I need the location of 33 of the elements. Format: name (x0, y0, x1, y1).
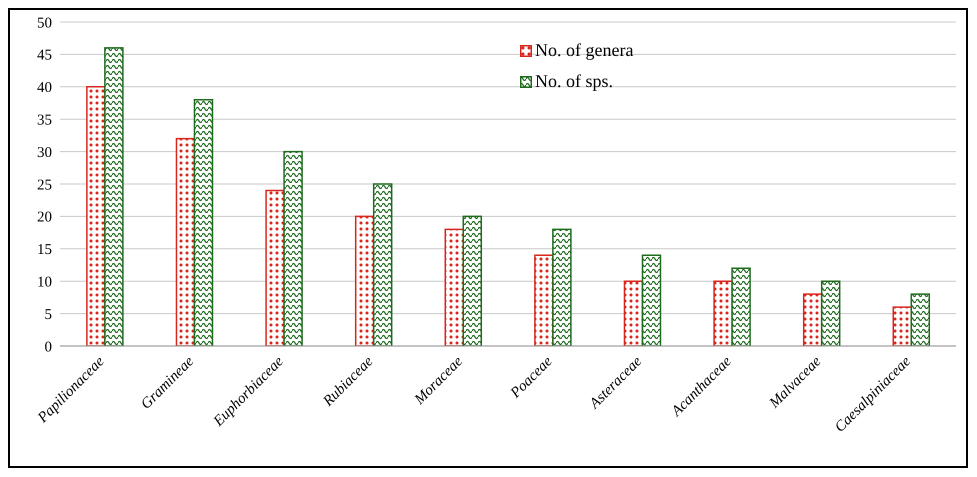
bar (104, 47, 124, 346)
y-tick-label: 25 (37, 177, 52, 194)
legend-label: No. of genera (535, 40, 634, 61)
bar (283, 150, 303, 346)
bar (642, 254, 662, 346)
bar (462, 216, 482, 346)
y-tick-label: 20 (37, 210, 52, 226)
y-tick-label: 5 (44, 306, 52, 323)
bar (444, 228, 464, 346)
bar (354, 216, 374, 346)
bar (802, 293, 822, 346)
y-tick-label: 45 (37, 48, 52, 64)
bar (892, 306, 912, 346)
bar (265, 190, 285, 346)
y-tick-label: 0 (44, 339, 52, 356)
y-tick-label: 40 (37, 80, 52, 96)
bar (820, 280, 840, 346)
bar (552, 228, 572, 346)
bar (713, 280, 733, 346)
bar (534, 254, 554, 346)
y-tick-label: 10 (37, 274, 52, 291)
legend-label: No. of sps. (535, 71, 614, 92)
bar (731, 267, 751, 346)
bar (372, 183, 392, 346)
y-tick-label: 30 (37, 144, 52, 161)
y-tick-label: 35 (37, 112, 52, 129)
y-tick-label: 15 (37, 242, 52, 258)
bar (176, 138, 196, 346)
y-tick-label: 50 (37, 15, 52, 32)
bar (86, 86, 106, 346)
bar (624, 280, 644, 346)
bar (194, 99, 214, 346)
bar (910, 293, 930, 346)
